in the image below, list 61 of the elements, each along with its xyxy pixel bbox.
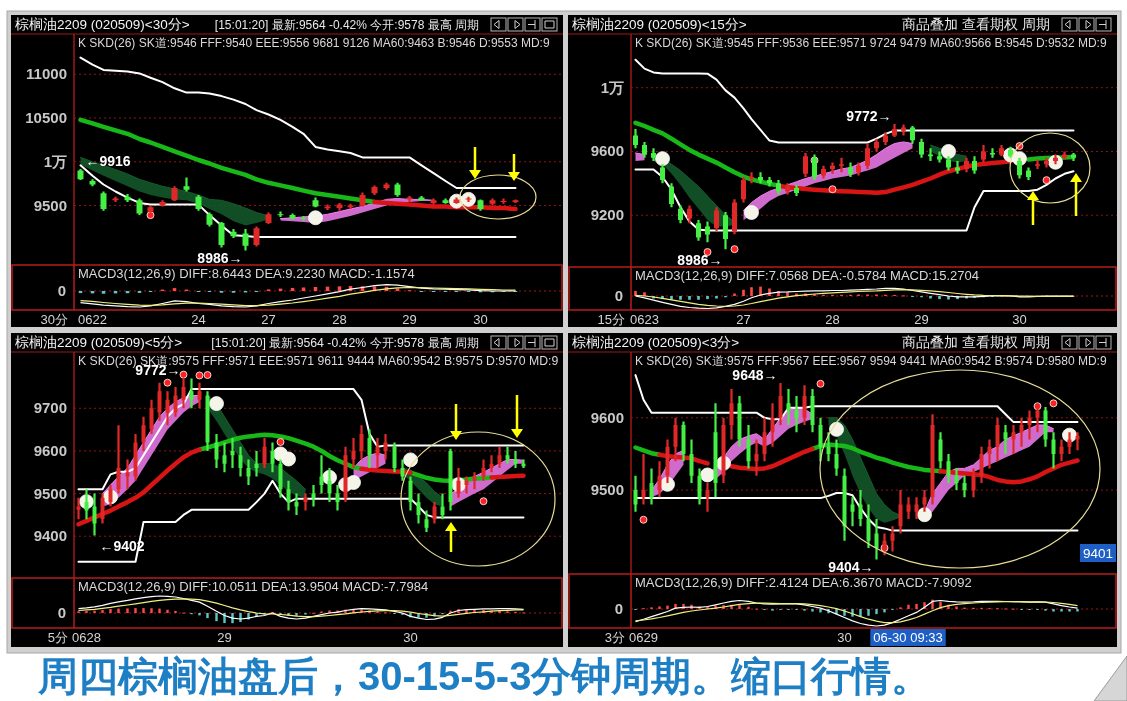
annotation: 8986→ [677,252,723,268]
ref-line-label: 1万 [600,78,624,96]
text: [15:01:20] 最新:9564 -0.42% 今开:9578 最高 周期 [214,18,479,32]
chart-title: 棕榈油2209 (020509)<5分> [15,335,183,350]
ref-line-label: 0 [614,287,623,304]
x-tick-label: 30 [403,629,418,645]
annotation: ←9916 [85,153,131,170]
x-axis-title: 3分 [604,629,625,645]
y-tick-label: 9600 [33,441,67,459]
y-tick-label: 11000 [26,65,67,83]
x-tick-label: 29 [402,311,417,327]
ref-line-label: 1万 [43,152,67,170]
x-tick-label: 0622 [78,311,107,327]
annotation: 9772→ [846,108,892,125]
y-tick-label: 10500 [25,109,67,126]
chart-title: MACD3(12,26,9) DIFF:10.0511 DEA:13.9504 MACD:-7.7984 [78,578,429,594]
chart-subtitle: K SKD(26) SK道:9546 FFF:9540 EEE:9556 9681 9126 MA60:9463 B:9546 D:9553 MD:9 [78,36,550,50]
y-tick-label: 9500 [33,484,67,502]
x-tick-label: 29 [914,311,929,327]
chart-title: MACD3(12,26,9) DIFF:2.4124 DEA:6.3670 MACD:-7.9092 [635,574,972,590]
y-tick-label: 9700 [33,399,67,417]
chart-title: 棕榈油2209 (020509)<3分> [572,335,740,350]
text: 周四棕榈油盘后，30-15-5-3分钟周期。缩口行情。 [37,654,932,698]
x-tick-label: 27 [261,311,276,327]
x-tick-label: 0623 [630,311,659,327]
ref-line-label: 0 [57,282,66,299]
x-axis-title: 30分 [40,311,68,327]
text: 商品叠加 查看期权 周期 [902,335,1050,350]
chart-subtitle: K SKD(26) SK道:9545 FFF:9536 EEE:9571 9724 9479 MA60:9566 B:9545 D:9532 MD:9 [635,36,1107,50]
x-tick-label: 30 [1012,311,1027,327]
x-tick-label: 24 [191,311,206,327]
y-tick-label: 9500 [33,196,67,214]
x-axis-title: 15分 [597,311,625,327]
x-tick-label: 0628 [72,629,101,645]
ref-line-label: 0 [614,600,623,617]
x-tick-label: 28 [825,311,840,327]
x-tick-label: 0629 [629,629,658,645]
ref-line-label: 0 [57,604,66,621]
chart-title: MACD3(12,26,9) DIFF:8.6443 DEA:9.2230 MACD:-1.1574 [78,265,415,281]
text: 06-30 09:33 [873,629,943,645]
chart-title: 棕榈油2209 (020509)<15分> [572,17,747,32]
text: 商品叠加 查看期权 周期 [902,17,1050,32]
y-tick-label: 9500 [590,481,624,499]
annotation: 9648→ [732,367,778,384]
x-tick-label: 30 [837,629,852,645]
x-tick-label: 29 [217,629,232,645]
chart-title: 棕榈油2209 (020509)<30分> [15,17,190,32]
text: 9401 [1082,546,1113,561]
x-tick-label: 27 [736,311,751,327]
annotation: 8986→ [197,250,243,266]
x-tick-label: 28 [332,311,347,327]
annotation: 9404→ [828,559,874,575]
x-axis-title: 5分 [47,629,68,645]
text: [15:01:20] 最新:9564 -0.42% 今开:9578 最高 周期 [211,336,479,350]
y-tick-label: 9400 [33,527,67,545]
chart-title: MACD3(12,26,9) DIFF:7.0568 DEA:-0.5784 MACD:15.2704 [635,267,979,283]
x-tick-label: 30 [473,311,488,327]
y-tick-label: 9200 [590,206,624,224]
y-tick-label: 9600 [590,408,624,426]
chart-subtitle: K SKD(26) SK道:9575 FFF:9567 EEE:9567 9594 9441 MA60:9542 B:9574 D:9580 MD:9 [635,354,1107,368]
y-tick-label: 9600 [590,142,624,160]
